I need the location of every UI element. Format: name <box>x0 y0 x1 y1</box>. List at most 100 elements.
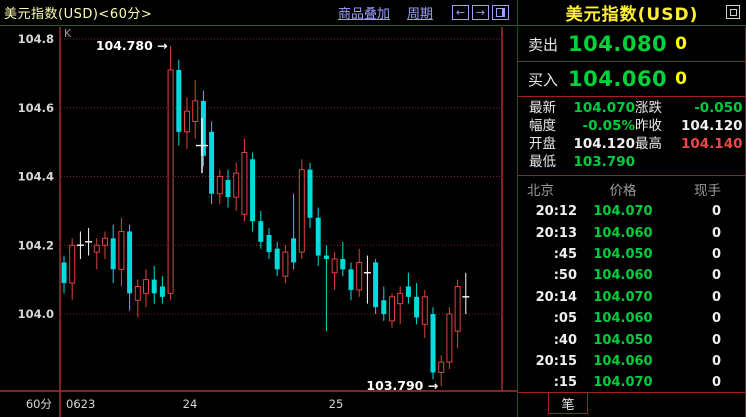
candle-up <box>438 361 445 373</box>
stat-value: -0.050 <box>694 100 743 116</box>
candle-up <box>143 279 149 294</box>
chart-title: 美元指数(USD)<60分> <box>4 7 153 22</box>
col-price: 价格 <box>609 183 637 199</box>
chart-header: 美元指数(USD)<60分> 商品叠加 周期 ← → <box>0 0 517 25</box>
col-time: 北京 <box>527 183 554 199</box>
quote-panel-header: 美元指数(USD) <box>517 0 746 25</box>
candle-down <box>315 217 321 256</box>
candlestick-chart[interactable]: 104.8 104.6 104.4 104.2 104.0 K 60分 0623 24 25 104… <box>0 27 517 417</box>
stat-label: 最低 <box>529 154 556 170</box>
tick-volume: 0 <box>711 246 721 262</box>
tick-time: :45 <box>553 246 577 262</box>
tick-time: 20:15 <box>535 353 577 369</box>
prev-arrow-icon[interactable]: ← <box>452 5 469 20</box>
candle-down <box>307 169 313 218</box>
candle-down <box>405 286 411 297</box>
candle-down <box>127 231 133 294</box>
stat-label: 昨收 <box>635 118 662 134</box>
next-arrow-icon[interactable]: → <box>472 5 489 20</box>
candle-up <box>167 69 174 294</box>
tick-row: :15 104.070 0 <box>518 372 745 393</box>
tab-tick[interactable]: 笔 <box>548 393 588 414</box>
tick-volume: 0 <box>711 225 721 241</box>
candle-down <box>414 296 420 318</box>
tick-price: 104.070 <box>593 289 653 305</box>
tick-price: 104.050 <box>593 246 653 262</box>
tick-volume: 0 <box>711 353 721 369</box>
sell-volume: 0 <box>675 34 688 54</box>
y-axis-label: 104.0 <box>18 307 54 321</box>
candle-down <box>176 69 182 132</box>
stat-value: 104.120 <box>681 118 743 134</box>
stat-label: 开盘 <box>529 136 556 152</box>
candle-up <box>446 313 453 363</box>
sell-quote-row: 卖出 104.080 0 <box>518 27 745 62</box>
stat-label: 最高 <box>635 136 662 152</box>
candle-up <box>134 286 141 301</box>
tick-table: 20:12 104.070 0 20:13 104.060 0:45 104.050 0:50… <box>518 201 745 394</box>
candle-down <box>323 255 329 259</box>
x-axis-label: 25 <box>329 397 344 411</box>
candle-up <box>216 176 223 195</box>
tick-volume: 0 <box>711 204 721 220</box>
stat-value: 104.070 <box>573 100 636 116</box>
tick-time: 20:14 <box>535 289 577 305</box>
candle-up <box>356 261 363 291</box>
tick-time: :05 <box>553 311 577 327</box>
candle-down <box>381 300 387 314</box>
low-annotation: 103.790 → <box>366 378 438 393</box>
buy-quote-row: 买入 104.060 0 <box>518 62 745 97</box>
stat-value: 103.790 <box>573 154 636 170</box>
candle-up <box>331 258 338 274</box>
high-annotation: 104.780 → <box>96 38 168 53</box>
candle-up <box>118 231 125 270</box>
overlay-button[interactable]: 商品叠加 <box>338 7 391 22</box>
tick-volume: 0 <box>711 375 721 391</box>
panel-tab-strip: 笔 <box>518 392 745 417</box>
restore-window-icon[interactable] <box>726 5 740 19</box>
x-axis-label: 24 <box>183 397 198 411</box>
quote-panel: 卖出 104.080 0 买入 104.060 0 最新 104.070 涨跌 -0.… <box>517 27 746 417</box>
tick-price: 104.060 <box>593 311 653 327</box>
candle-down <box>340 259 346 270</box>
tick-row: :05 104.060 0 <box>518 308 745 329</box>
tick-price: 104.060 <box>593 225 653 241</box>
stat-label: 幅度 <box>529 118 556 134</box>
candle-down <box>291 238 297 263</box>
candle-down <box>430 314 436 373</box>
tick-volume: 0 <box>711 311 721 327</box>
quote-stats-grid: 最新 104.070 涨跌 -0.050 幅度 -0.05% 昨收 104.120 开盘 104.… <box>518 97 745 176</box>
candle-down <box>266 234 272 253</box>
tick-time: 20:13 <box>535 225 577 241</box>
tick-price: 104.070 <box>593 375 653 391</box>
candle-down <box>373 262 379 308</box>
candle-up <box>421 296 428 325</box>
candle-down <box>258 221 264 242</box>
candle-up <box>298 169 305 253</box>
candle-up <box>454 286 461 332</box>
tick-row: :45 104.050 0 <box>518 244 745 265</box>
y-axis-label: 104.4 <box>18 170 54 184</box>
stat-label: 最新 <box>529 100 556 116</box>
candle-up <box>233 172 240 198</box>
tick-price: 104.060 <box>593 353 653 369</box>
candle-up <box>184 110 190 133</box>
buy-volume: 0 <box>675 69 688 89</box>
tick-price: 104.060 <box>593 268 653 284</box>
chart-type-label: K <box>64 27 72 40</box>
candle-down <box>274 248 280 270</box>
candle-up <box>241 151 248 215</box>
candle-up <box>192 100 199 122</box>
candle-down <box>250 159 256 222</box>
stat-label: 涨跌 <box>635 100 662 116</box>
top-bar: 美元指数(USD)<60分> 商品叠加 周期 ← → 美元指数(USD) <box>0 0 746 26</box>
buy-price: 104.060 <box>568 67 668 91</box>
stat-value: 104.120 <box>573 136 636 152</box>
period-button[interactable]: 周期 <box>407 7 434 22</box>
candle-up <box>93 244 100 253</box>
tick-volume: 0 <box>711 289 721 305</box>
split-window-icon[interactable] <box>492 5 509 20</box>
candle-down <box>151 279 157 294</box>
tick-time: :50 <box>553 268 577 284</box>
